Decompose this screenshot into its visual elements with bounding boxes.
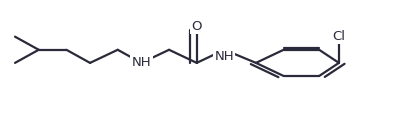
Text: Cl: Cl [333, 30, 345, 43]
Text: NH: NH [214, 50, 234, 63]
Text: O: O [192, 20, 202, 33]
Text: NH: NH [132, 56, 151, 69]
